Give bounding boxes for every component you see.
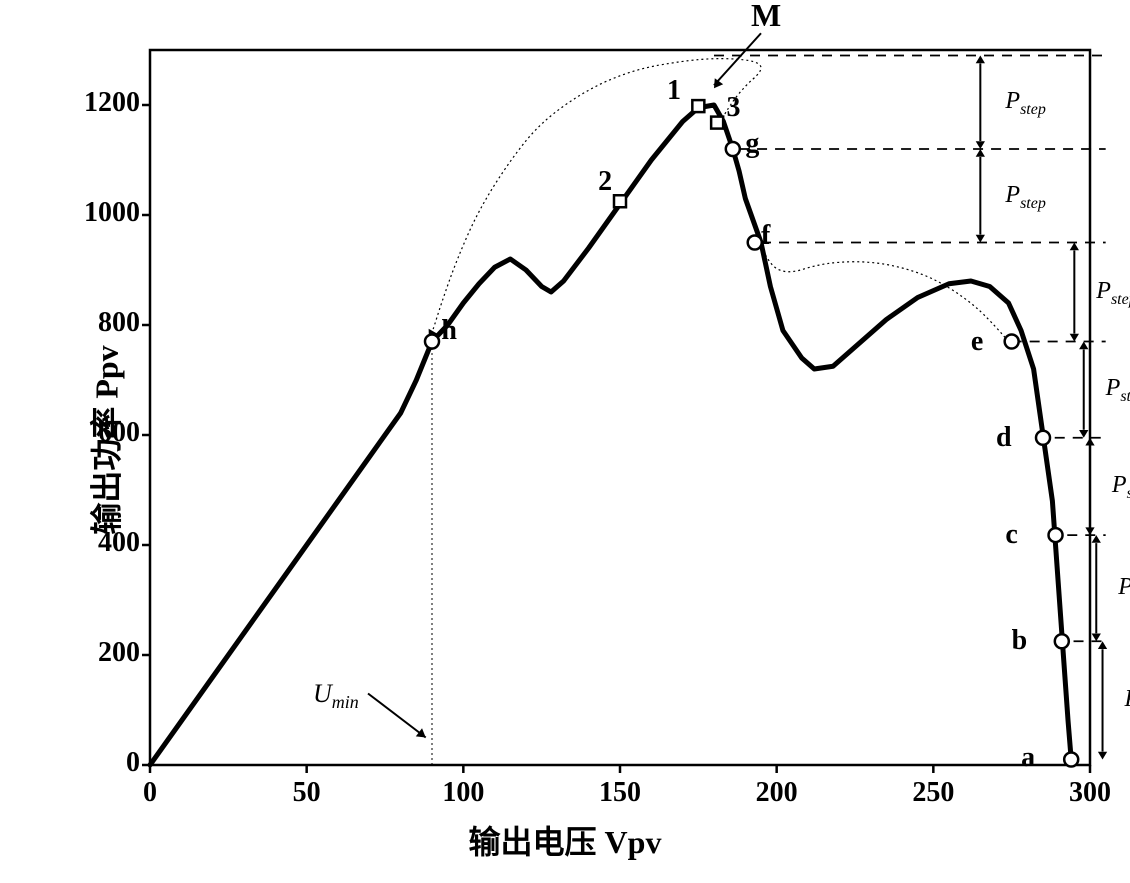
y-tick-label: 600	[70, 417, 140, 449]
y-tick-label: 1200	[70, 87, 140, 119]
point-label-g: g	[745, 128, 759, 160]
y-tick-label: 200	[70, 637, 140, 669]
point-label-a: a	[1021, 742, 1035, 774]
y-tick-label: 400	[70, 527, 140, 559]
pv-curve-chart: 输出功率 Ppv 输出电压 Vpv 0501001502002503000200…	[0, 0, 1130, 878]
pstep-label: Pstep	[1124, 686, 1130, 717]
point-label-h: h	[441, 315, 457, 347]
umin-label: Umin	[313, 679, 359, 713]
pstep-label: Pstep	[1112, 472, 1130, 503]
pstep-label: Pstep	[1106, 375, 1130, 406]
point-label-e: e	[971, 326, 983, 358]
point-label-3: 3	[727, 92, 741, 124]
point-label-b: b	[1012, 625, 1028, 657]
y-tick-label: 800	[70, 307, 140, 339]
x-tick-label: 250	[903, 777, 963, 809]
x-tick-label: 150	[590, 777, 650, 809]
x-tick-label: 100	[433, 777, 493, 809]
y-tick-label: 1000	[70, 197, 140, 229]
m-label: M	[751, 0, 781, 34]
pstep-label: Pstep	[1096, 278, 1130, 309]
point-label-d: d	[996, 422, 1012, 454]
point-label-2: 2	[598, 166, 612, 198]
y-tick-label: 0	[70, 747, 140, 779]
x-axis-label: 输出电压 Vpv	[469, 817, 662, 863]
pstep-label: Pstep	[1005, 88, 1045, 119]
chart-svg	[0, 0, 1130, 878]
point-label-c: c	[1005, 519, 1017, 551]
pstep-label: Pstep	[1005, 182, 1045, 213]
point-label-f: f	[761, 220, 770, 252]
x-tick-label: 0	[120, 777, 180, 809]
point-label-1: 1	[667, 75, 681, 107]
x-tick-label: 50	[277, 777, 337, 809]
x-tick-label: 200	[747, 777, 807, 809]
x-tick-label: 300	[1060, 777, 1120, 809]
pstep-label: Pstep	[1118, 574, 1130, 605]
